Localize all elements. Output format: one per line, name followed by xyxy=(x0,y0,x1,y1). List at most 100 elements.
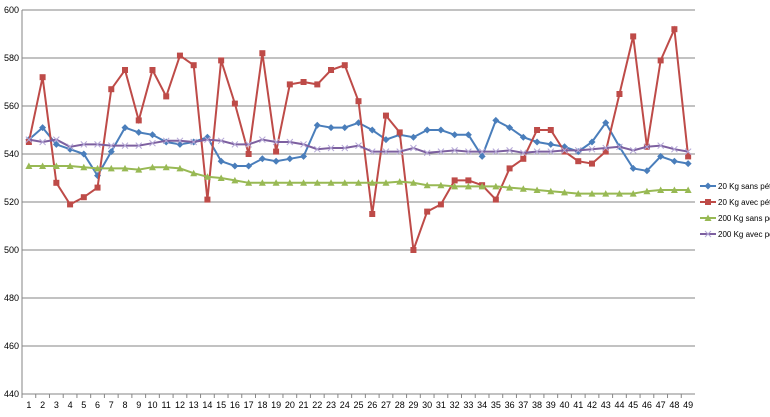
data-point xyxy=(341,124,349,132)
data-point xyxy=(300,152,308,160)
data-point xyxy=(423,149,431,157)
y-tick-label: 580 xyxy=(4,53,19,63)
x-tick-label: 49 xyxy=(683,400,693,410)
data-point xyxy=(478,182,486,190)
x-tick-label: 6 xyxy=(95,400,100,410)
data-point xyxy=(506,165,513,172)
data-point xyxy=(272,138,280,146)
data-point xyxy=(66,143,74,151)
data-point xyxy=(122,67,129,73)
data-point xyxy=(52,140,60,148)
data-point xyxy=(671,26,678,33)
data-point xyxy=(121,124,129,132)
legend-label: 200 Kg avec pétrole xyxy=(718,230,770,239)
data-point xyxy=(39,162,47,169)
data-point xyxy=(245,151,252,157)
data-point xyxy=(506,147,513,154)
data-point xyxy=(135,166,143,173)
x-tick-label: 45 xyxy=(628,400,638,410)
data-point xyxy=(327,124,335,132)
data-point xyxy=(39,138,46,146)
data-point xyxy=(561,188,569,196)
x-tick-label: 21 xyxy=(299,400,309,410)
data-point xyxy=(396,148,404,155)
data-point xyxy=(519,185,527,192)
data-point xyxy=(217,174,225,181)
data-point xyxy=(519,133,527,141)
data-point xyxy=(643,167,651,175)
data-point xyxy=(53,179,60,186)
data-point xyxy=(492,196,499,203)
data-point xyxy=(574,147,582,154)
data-point xyxy=(341,179,349,186)
data-point xyxy=(327,144,335,152)
x-tick-label: 12 xyxy=(175,400,185,410)
data-point xyxy=(561,148,568,155)
x-tick-label: 10 xyxy=(147,400,157,410)
data-point xyxy=(423,126,431,134)
data-point xyxy=(685,153,692,160)
x-tick-label: 11 xyxy=(162,400,171,410)
data-point xyxy=(437,148,445,155)
data-point xyxy=(437,201,444,208)
x-tick-label: 47 xyxy=(656,400,666,410)
x-tick-label: 9 xyxy=(136,400,141,410)
data-point xyxy=(163,93,170,100)
data-point xyxy=(272,179,280,186)
data-point xyxy=(190,62,197,69)
x-tick-label: 26 xyxy=(367,400,377,410)
data-point xyxy=(300,141,307,148)
data-point xyxy=(341,62,348,69)
x-tick-label: 8 xyxy=(123,400,128,410)
data-point xyxy=(245,179,253,186)
data-point xyxy=(314,81,321,88)
data-point xyxy=(437,126,445,134)
data-point xyxy=(533,138,541,146)
data-point xyxy=(657,57,664,64)
data-point xyxy=(204,136,211,143)
legend-label: 200 Kg sans pétrole xyxy=(718,214,770,223)
series-4 xyxy=(25,136,692,157)
x-tick-label: 35 xyxy=(491,400,501,410)
data-point xyxy=(451,131,459,139)
data-point xyxy=(107,142,115,149)
data-point xyxy=(643,187,651,195)
data-point xyxy=(245,141,252,148)
x-tick-label: 32 xyxy=(450,400,460,410)
x-tick-label: 39 xyxy=(546,400,556,410)
data-point xyxy=(204,196,211,203)
data-point xyxy=(107,164,115,172)
data-point xyxy=(409,133,417,141)
x-tick-label: 44 xyxy=(614,400,624,410)
data-point xyxy=(286,179,294,186)
data-point xyxy=(382,136,390,144)
data-point xyxy=(615,190,623,197)
data-point xyxy=(520,155,527,162)
data-point xyxy=(258,155,266,163)
data-point xyxy=(25,136,33,143)
data-point xyxy=(245,162,253,170)
y-tick-label: 600 xyxy=(4,5,19,15)
data-point xyxy=(616,143,623,151)
x-tick-label: 46 xyxy=(642,400,652,410)
data-point xyxy=(300,79,307,85)
data-point xyxy=(327,179,335,186)
data-point xyxy=(67,201,74,208)
data-point xyxy=(218,57,225,64)
series-2 xyxy=(25,25,692,253)
series-line xyxy=(27,25,690,251)
data-point xyxy=(273,148,280,155)
data-point xyxy=(478,152,486,160)
x-tick-label: 33 xyxy=(463,400,473,410)
y-axis-ticks: 440 460 480 500 520 540 560 580 600 xyxy=(4,5,19,399)
data-point xyxy=(176,164,184,172)
data-point xyxy=(464,182,472,190)
data-point xyxy=(410,247,417,253)
x-tick-label: 5 xyxy=(81,400,86,410)
x-axis-ticks: 1 2 3 4 5 6 7 8 9 10 11 12 13 14 15 16 17 18 19 20 21 22 23 24 2… xyxy=(21,394,693,410)
y-tick-label: 540 xyxy=(4,149,19,159)
x-tick-label: 1 xyxy=(26,400,31,410)
y-tick-label: 480 xyxy=(4,293,19,303)
x-tick-label: 41 xyxy=(573,400,583,410)
